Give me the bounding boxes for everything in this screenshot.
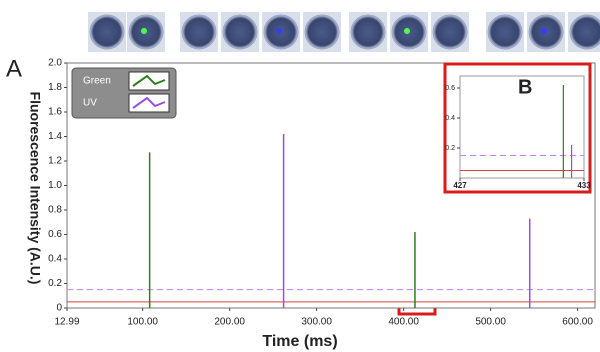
droplet xyxy=(90,15,124,49)
droplet xyxy=(433,15,467,49)
x-tick-label: 100.00 xyxy=(127,317,158,328)
droplet xyxy=(351,15,385,49)
x-tick-label: 600.00 xyxy=(562,317,593,328)
y-tick-label: 0.8 xyxy=(48,205,62,216)
droplet-signal xyxy=(276,28,282,34)
droplet-signal xyxy=(141,28,147,34)
droplet-signal xyxy=(541,28,547,34)
figure: A Time (ms) Fluorescence Intensity (A.U.… xyxy=(0,0,600,352)
y-tick-label: 1.0 xyxy=(48,180,62,191)
y-axis-label: Fluorescence Intensity (A.U.) xyxy=(27,92,43,285)
droplet xyxy=(305,15,339,49)
y-tick-label: 0.2 xyxy=(445,145,455,152)
droplet xyxy=(570,15,600,49)
x-tick-label: 427 xyxy=(453,181,467,190)
droplet xyxy=(182,15,216,49)
y-tick-label: 0.4 xyxy=(48,254,62,265)
y-tick-label: 1.2 xyxy=(48,156,62,167)
y-tick-label: 1.4 xyxy=(48,131,62,142)
legend-label: UV xyxy=(83,98,97,109)
droplet xyxy=(223,15,257,49)
x-tick-label: 200.00 xyxy=(214,317,245,328)
y-tick-label: 2.0 xyxy=(48,58,62,69)
panel-label: B xyxy=(518,76,532,98)
x-tick-label: 400.00 xyxy=(388,317,419,328)
droplet xyxy=(488,15,522,49)
x-axis-label: Time (ms) xyxy=(262,333,337,350)
droplet-signal xyxy=(404,28,410,34)
y-tick-label: 0.2 xyxy=(48,278,62,289)
x-tick-label: 12.99 xyxy=(54,317,79,328)
x-tick-label: 433 xyxy=(577,181,591,190)
y-tick-label: 1.8 xyxy=(48,82,62,93)
y-tick-label: 0.6 xyxy=(445,85,455,92)
legend-label: Green xyxy=(83,76,111,87)
x-tick-label: 500.00 xyxy=(475,317,506,328)
panel-label: A xyxy=(6,55,22,82)
droplet-images xyxy=(88,12,600,52)
x-tick-label: 300.00 xyxy=(301,317,332,328)
y-tick-label: 0.6 xyxy=(48,229,62,240)
y-tick-label: 0 xyxy=(56,303,62,314)
y-tick-label: 0.4 xyxy=(445,115,455,122)
y-tick-label: 1.6 xyxy=(48,107,62,118)
